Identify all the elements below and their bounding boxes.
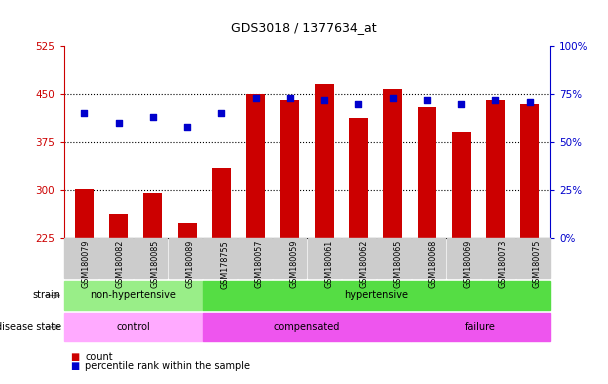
Bar [143,193,162,238]
Text: control: control [117,322,150,332]
Point [388,95,398,101]
Bar [349,118,368,238]
Text: GSM180082: GSM180082 [116,240,125,288]
Text: GSM180069: GSM180069 [463,240,472,288]
Text: GSM180061: GSM180061 [325,240,333,288]
Bar [109,214,128,238]
Text: hypertensive: hypertensive [345,290,409,301]
Text: GSM180075: GSM180075 [533,240,542,288]
Point [80,110,89,116]
Text: GSM180089: GSM180089 [185,240,195,288]
Text: non-hypertensive: non-hypertensive [91,290,176,301]
Point [285,95,295,101]
Point [491,97,500,103]
Bar [178,223,196,238]
Point [319,97,329,103]
Text: strain: strain [33,290,61,301]
Text: count: count [85,352,112,362]
Text: GSM180062: GSM180062 [359,240,368,288]
Point [182,124,192,130]
Point [114,120,123,126]
Point [457,101,466,107]
Bar [212,168,231,238]
Text: percentile rank within the sample: percentile rank within the sample [85,361,250,371]
Point [250,95,260,101]
Point [354,101,364,107]
Bar [418,107,437,238]
Text: GSM180079: GSM180079 [81,240,90,288]
Point [148,114,157,120]
Text: GSM180065: GSM180065 [394,240,403,288]
Bar [246,94,265,238]
Bar [486,101,505,238]
Text: GSM178755: GSM178755 [220,240,229,289]
Text: disease state: disease state [0,322,61,332]
Point [216,110,226,116]
Text: ■: ■ [70,361,79,371]
Bar [520,104,539,238]
Bar [383,89,402,238]
Text: GSM180059: GSM180059 [289,240,299,288]
Text: ■: ■ [70,352,79,362]
Point [525,99,534,105]
Text: GSM180085: GSM180085 [151,240,160,288]
Bar [315,84,334,238]
Text: GSM180057: GSM180057 [255,240,264,288]
Text: GSM180068: GSM180068 [429,240,438,288]
Text: GDS3018 / 1377634_at: GDS3018 / 1377634_at [231,21,377,34]
Text: failure: failure [465,322,496,332]
Bar [280,101,299,238]
Bar [452,132,471,238]
Point [422,97,432,103]
Text: compensated: compensated [274,322,340,332]
Text: GSM180073: GSM180073 [498,240,507,288]
Bar [75,189,94,238]
